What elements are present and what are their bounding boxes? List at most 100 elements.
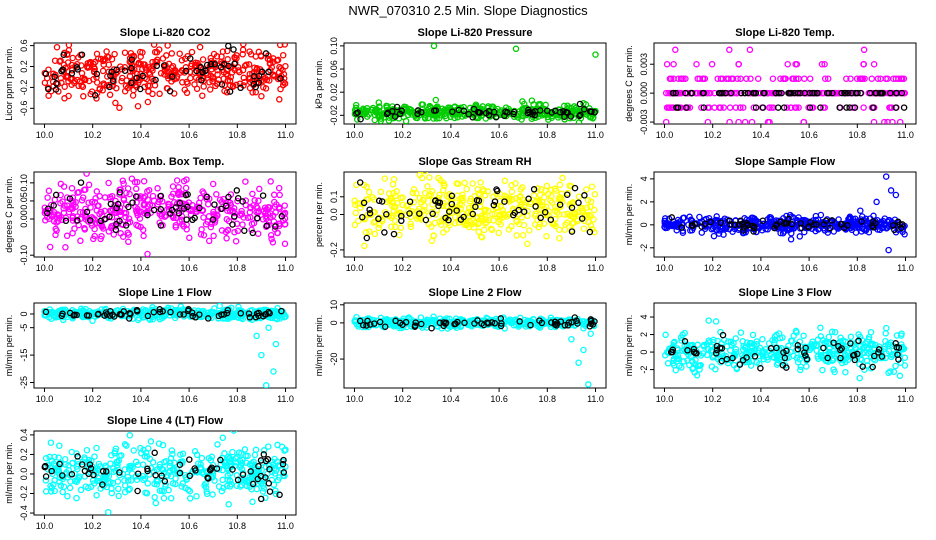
data-point: [390, 230, 398, 238]
data-point: [670, 60, 677, 68]
y-tick-label: -0.02: [329, 105, 339, 126]
data-point: [76, 208, 84, 216]
data-point: [256, 185, 263, 193]
data-point: [215, 76, 222, 84]
data-point: [430, 313, 437, 320]
data-point: [69, 205, 76, 212]
y-axis-label: ml/min per min.: [624, 184, 634, 246]
data-point: [280, 456, 287, 464]
y-axis-label: percent per min.: [314, 182, 324, 247]
y-tick-label: 10: [329, 300, 339, 310]
data-point: [252, 313, 260, 321]
data-point: [363, 234, 371, 242]
data-point: [674, 104, 682, 111]
data-point: [520, 208, 528, 215]
panel-title: Slope Li-820 CO2: [120, 27, 210, 39]
data-point: [844, 222, 851, 229]
data-point: [590, 206, 598, 214]
data-point: [672, 366, 680, 374]
y-axis-label: degrees C per min.: [4, 176, 14, 253]
data-point: [540, 107, 548, 114]
data-point: [144, 188, 151, 195]
data-point: [508, 188, 516, 195]
data-point: [44, 194, 51, 201]
data-point: [144, 480, 152, 487]
data-point: [109, 479, 117, 487]
y-tick-label: 0.2: [19, 448, 29, 461]
data-point: [696, 89, 704, 97]
data-point: [179, 480, 186, 487]
data-point: [714, 75, 721, 82]
points-temp: [662, 46, 909, 124]
data-point: [887, 187, 895, 194]
data-point: [752, 89, 759, 97]
data-point: [563, 191, 571, 198]
data-point: [366, 228, 373, 235]
data-point: [262, 50, 270, 57]
data-point: [798, 224, 805, 232]
data-point: [891, 226, 898, 234]
data-point: [385, 318, 393, 325]
data-point: [854, 223, 862, 231]
data-point: [59, 198, 66, 205]
y-axis-label: ml/min per min.: [314, 315, 324, 377]
data-point: [662, 331, 669, 339]
data-point: [249, 190, 256, 198]
data-point: [140, 200, 148, 208]
data-point: [50, 211, 58, 218]
data-point: [96, 463, 104, 470]
data-point: [187, 55, 194, 62]
data-point: [355, 321, 363, 328]
data-point: [209, 471, 217, 478]
data-point: [249, 480, 257, 488]
data-point: [101, 33, 106, 38]
data-point: [116, 469, 123, 476]
data-point: [66, 205, 73, 213]
data-point: [795, 104, 802, 111]
data-point: [563, 108, 570, 116]
data-point: [583, 204, 591, 211]
data-point: [232, 455, 239, 462]
data-point: [129, 463, 136, 471]
data-point: [667, 75, 675, 82]
data-point: [74, 213, 81, 220]
data-point: [575, 359, 582, 366]
data-point: [122, 213, 129, 221]
y-tick-label: 0.6: [19, 39, 29, 52]
data-point: [559, 174, 566, 182]
data-point: [90, 471, 97, 479]
points-co2: [41, 33, 289, 112]
data-point: [738, 89, 745, 97]
data-point: [869, 104, 877, 111]
data-point: [499, 207, 507, 214]
data-point: [223, 309, 231, 317]
data-point: [210, 232, 217, 240]
data-point: [836, 104, 843, 111]
data-point: [418, 320, 425, 328]
y-tick-label: -5: [19, 324, 29, 332]
data-point: [674, 216, 682, 224]
data-point: [104, 73, 111, 80]
data-point: [43, 209, 51, 217]
data-point: [226, 88, 234, 95]
data-point: [197, 194, 204, 202]
data-point: [722, 225, 730, 233]
data-point: [585, 381, 592, 388]
data-point: [686, 361, 693, 369]
data-point: [179, 67, 186, 75]
data-point: [538, 198, 546, 206]
data-point: [586, 228, 594, 236]
data-point: [887, 368, 894, 375]
x-tick-label: 10.4: [752, 394, 770, 404]
data-point: [80, 186, 88, 194]
data-point: [842, 368, 849, 376]
data-point: [844, 89, 852, 97]
x-tick-label: 10.4: [442, 263, 460, 273]
data-point: [132, 185, 140, 193]
data-point: [153, 62, 161, 70]
y-tick-label: -0.6: [19, 101, 29, 117]
data-point: [885, 246, 892, 254]
data-point: [86, 461, 94, 468]
data-point: [725, 75, 732, 82]
